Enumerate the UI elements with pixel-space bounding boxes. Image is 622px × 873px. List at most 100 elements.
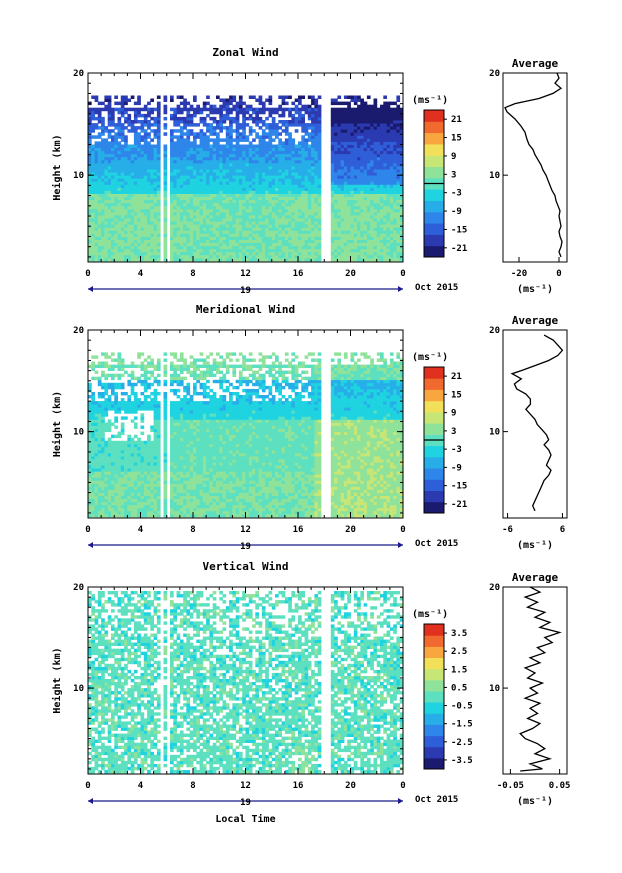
heatmap-cell: [127, 221, 132, 225]
heatmap-cell: [245, 245, 250, 250]
heatmap-cell: [255, 224, 259, 228]
heatmap-cell: [311, 159, 315, 164]
heatmap-cell: [114, 187, 118, 191]
heatmap-cell: [147, 245, 151, 250]
heatmap-cell: [229, 221, 233, 225]
heatmap-cell: [252, 166, 256, 170]
heatmap-cell: [248, 196, 253, 201]
heatmap-cell: [111, 205, 115, 210]
heatmap-cell: [101, 159, 105, 164]
heatmap-cell: [104, 172, 109, 176]
heatmap-cell: [176, 181, 181, 185]
heatmap-cell: [222, 169, 227, 173]
heatmap-cell: [245, 184, 250, 188]
heatmap-cell: [343, 153, 348, 158]
heatmap-cell: [307, 221, 312, 225]
heatmap-cell: [179, 199, 184, 204]
heatmap-cell: [107, 227, 112, 231]
heatmap-cell: [350, 159, 355, 164]
heatmap-cell: [357, 132, 361, 136]
heatmap-cell: [337, 257, 342, 262]
heatmap-cell: [225, 129, 230, 133]
heatmap-cell: [111, 392, 115, 396]
heatmap-cell: [209, 239, 214, 243]
heatmap-cell: [373, 107, 378, 112]
heatmap-cell: [229, 159, 233, 164]
heatmap-cell: [216, 254, 220, 259]
heatmap-cell: [101, 486, 105, 490]
heatmap-cell: [216, 110, 220, 115]
heatmap-cell: [396, 242, 401, 247]
heatmap-cell: [337, 196, 342, 201]
heatmap-cell: [150, 116, 154, 121]
heatmap-cell: [314, 239, 319, 243]
heatmap-cell: [91, 398, 95, 402]
heatmap-cell: [196, 175, 200, 179]
heatmap-cell: [343, 150, 348, 155]
heatmap-cell: [301, 113, 305, 118]
heatmap-cell: [97, 248, 102, 253]
heatmap-cell: [298, 98, 302, 102]
heatmap-cell: [271, 110, 276, 115]
heatmap-cell: [94, 178, 99, 182]
heatmap-cell: [183, 251, 187, 256]
heatmap-cell: [173, 254, 177, 259]
heatmap-cell: [380, 150, 384, 155]
heatmap-cell: [111, 367, 115, 371]
heatmap-cell: [199, 218, 204, 222]
heatmap-cell: [389, 138, 394, 142]
heatmap-cell: [147, 144, 151, 148]
heatmap-cell: [357, 172, 361, 176]
heatmap-cell: [232, 107, 237, 112]
heatmap-cell: [91, 233, 95, 237]
heatmap-cell: [278, 153, 282, 158]
heatmap-cell: [186, 221, 191, 225]
heatmap-cell: [307, 132, 312, 136]
heatmap-cell: [150, 202, 154, 207]
heatmap-cell: [386, 224, 391, 228]
heatmap-cell: [380, 129, 384, 133]
heatmap-cell: [153, 202, 158, 207]
heatmap-cell: [156, 181, 161, 185]
heatmap-cell: [343, 138, 348, 142]
heatmap-cell: [101, 459, 105, 463]
heatmap-cell: [380, 120, 384, 124]
heatmap-cell: [281, 199, 286, 204]
heatmap-cell: [173, 144, 177, 148]
heatmap-cell: [130, 215, 135, 219]
heatmap-cell: [258, 172, 263, 176]
heatmap-cell: [88, 453, 92, 457]
heatmap-cell: [340, 199, 345, 204]
heatmap-cell: [248, 172, 253, 176]
heatmap-cell: [343, 251, 348, 256]
heatmap-cell: [94, 401, 99, 405]
heatmap-cell: [209, 215, 214, 219]
colorbar-tick-label: 3: [451, 170, 456, 180]
heatmap-cell: [202, 218, 207, 222]
heatmap-cell: [396, 104, 401, 109]
heatmap-cell: [242, 239, 246, 243]
heatmap-cell: [140, 147, 145, 152]
heatmap-cell: [393, 175, 397, 179]
heatmap-cell: [343, 156, 348, 161]
heatmap-cell: [275, 172, 279, 176]
heatmap-cell: [117, 147, 122, 152]
heatmap-cell: [130, 211, 135, 216]
heatmap-cell: [268, 236, 273, 240]
heatmap-cell: [294, 129, 299, 133]
heatmap-cell: [307, 144, 312, 148]
heatmap-cell: [212, 218, 217, 222]
heatmap-cell: [156, 215, 161, 219]
heatmap-cell: [104, 443, 109, 448]
heatmap-cell: [235, 211, 240, 216]
heatmap-cell: [120, 123, 125, 127]
heatmap-cell: [357, 181, 361, 185]
heatmap-cell: [114, 248, 118, 253]
heatmap-cell: [284, 147, 289, 152]
heatmap-cell: [88, 474, 92, 478]
heatmap-cell: [343, 95, 348, 99]
heatmap-cell: [189, 175, 194, 179]
heatmap-cell: [291, 150, 296, 155]
heatmap-cell: [183, 208, 187, 213]
heatmap-cell: [284, 205, 289, 210]
